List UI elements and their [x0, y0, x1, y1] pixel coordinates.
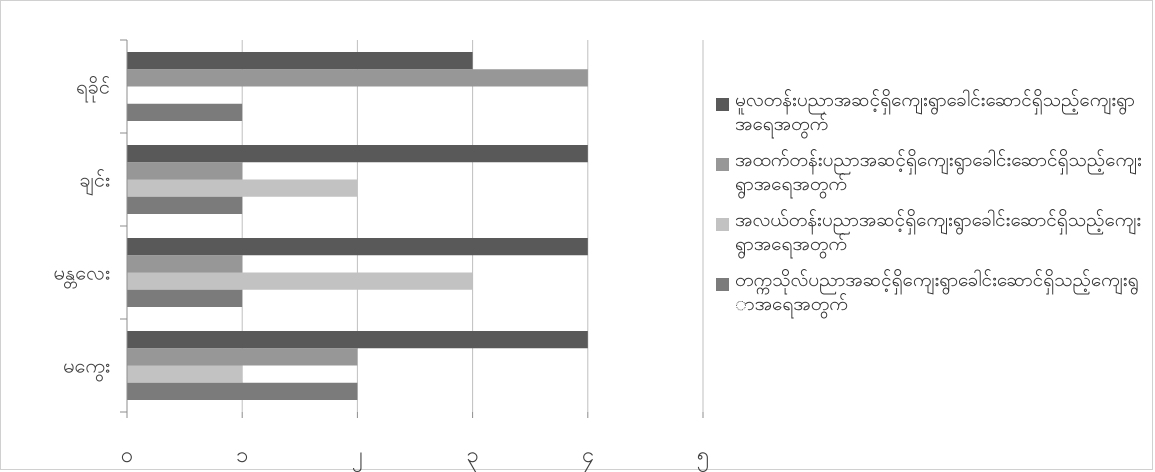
category-label: ရခိုင်	[76, 75, 110, 103]
legend-item: အလယ်တန်းပညာအဆင့်ရှိကျေးရွာခေါင်းဆောင်ရှိ…	[716, 208, 1146, 256]
x-tick-label: ၃	[466, 443, 478, 472]
legend-swatch	[716, 218, 729, 231]
x-tick-label: ၀	[121, 443, 133, 468]
bar	[127, 103, 243, 121]
bar	[127, 382, 358, 400]
legend-label: တက္ကသိုလ်ပညာအဆင့်ရှိကျေးရွာခေါင်းဆောင်ရှ…	[735, 269, 1139, 315]
legend-label: အလယ်တန်းပညာအဆင့်ရှိကျေးရွာခေါင်းဆောင်ရှိ…	[735, 209, 1142, 255]
legend-item: တက္ကသိုလ်ပညာအဆင့်ရှိကျေးရွာခေါင်းဆောင်ရှ…	[716, 268, 1146, 316]
category-label: မန္တလေး	[54, 261, 110, 289]
legend-swatch	[716, 278, 729, 291]
bar	[127, 238, 588, 256]
legend-item: အထက်တန်းပညာအဆင့်ရှိကျေးရွာခေါင်းဆောင်ရှိ…	[716, 148, 1146, 196]
legend-swatch	[716, 158, 729, 171]
bar	[127, 272, 473, 290]
bar	[127, 365, 243, 383]
bar	[127, 289, 243, 307]
bar	[127, 196, 243, 214]
bar	[127, 162, 243, 180]
x-tick-label: ၅	[697, 443, 709, 472]
category-label: မကွေး	[63, 354, 110, 382]
bar	[127, 145, 588, 163]
bar	[127, 348, 358, 366]
legend-item: မူလတန်းပညာအဆင့်ရှိကျေးရွာခေါင်းဆောင်ရှိသ…	[716, 88, 1146, 136]
bar	[127, 255, 243, 273]
legend-swatch	[716, 98, 729, 111]
category-label: ချင်း	[79, 168, 110, 196]
bar	[127, 69, 588, 87]
legend: မူလတန်းပညာအဆင့်ရှိကျေးရွာခေါင်းဆောင်ရှိသ…	[716, 88, 1146, 328]
bar	[127, 179, 358, 197]
x-tick-label: ၄	[582, 443, 594, 472]
bar	[127, 331, 588, 349]
x-tick-label: ၂	[352, 443, 363, 472]
x-tick-label: ၁	[236, 443, 248, 468]
bar	[127, 52, 473, 70]
legend-label: မူလတန်းပညာအဆင့်ရှိကျေးရွာခေါင်းဆောင်ရှိသ…	[735, 89, 1135, 135]
legend-label: အထက်တန်းပညာအဆင့်ရှိကျေးရွာခေါင်းဆောင်ရှိ…	[735, 149, 1142, 195]
